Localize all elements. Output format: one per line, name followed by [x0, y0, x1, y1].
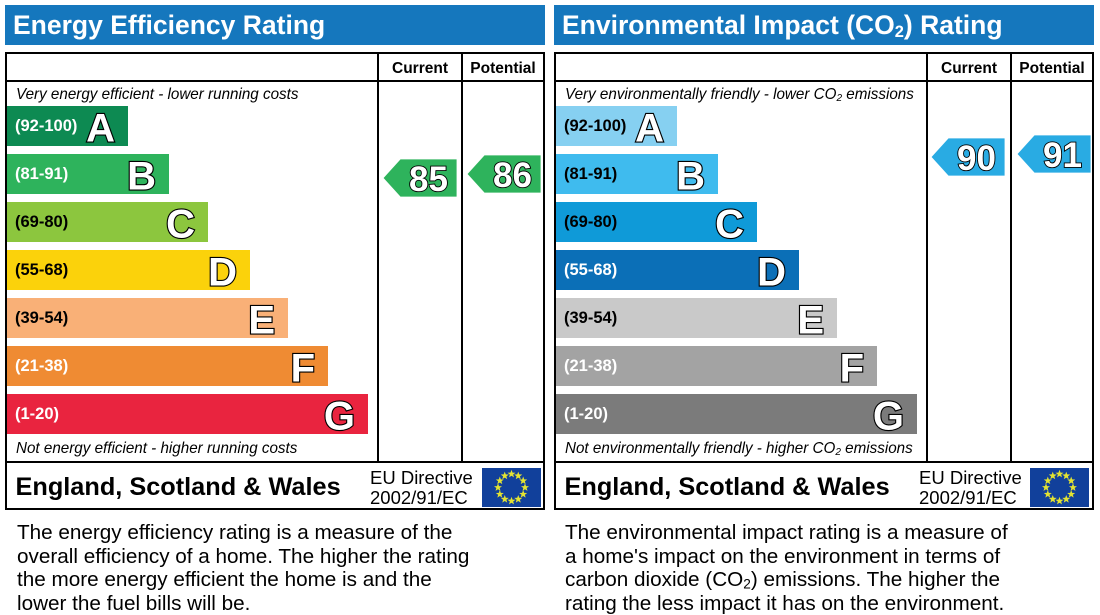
- svg-text:C: C: [715, 203, 744, 247]
- svg-text:86: 86: [493, 155, 532, 194]
- svg-text:D: D: [757, 251, 786, 295]
- svg-text:G: G: [873, 395, 904, 439]
- svg-text:B: B: [676, 155, 705, 199]
- svg-text:F: F: [840, 347, 864, 391]
- svg-text:C: C: [166, 203, 195, 247]
- svg-text:G: G: [324, 395, 355, 439]
- svg-text:E: E: [797, 299, 824, 343]
- svg-text:E: E: [248, 299, 275, 343]
- svg-text:A: A: [635, 107, 664, 151]
- svg-text:A: A: [86, 107, 115, 151]
- svg-text:D: D: [208, 251, 237, 295]
- svg-text:91: 91: [1043, 135, 1082, 174]
- svg-text:B: B: [127, 155, 156, 199]
- svg-text:90: 90: [957, 138, 996, 177]
- svg-text:85: 85: [409, 159, 448, 198]
- svg-text:F: F: [291, 347, 315, 391]
